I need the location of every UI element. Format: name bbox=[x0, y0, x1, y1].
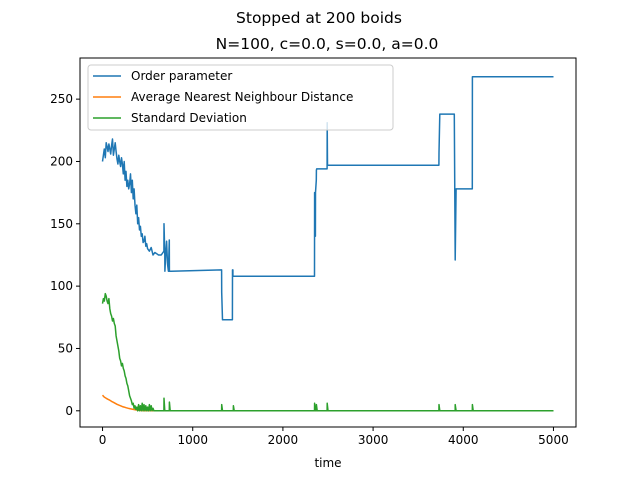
x-axis-label: time bbox=[314, 456, 341, 470]
legend-label: Order parameter bbox=[131, 69, 232, 83]
y-tick-label: 50 bbox=[58, 341, 73, 355]
x-tick-label: 3000 bbox=[358, 433, 389, 447]
legend-box bbox=[87, 64, 394, 131]
plot-frame bbox=[79, 57, 577, 428]
chart-subtitle: N=100, c=0.0, s=0.0, a=0.0 bbox=[216, 35, 439, 53]
y-tick-label: 200 bbox=[50, 154, 73, 168]
ticks-layer: 0 1000 2000 3000 4000 5000 0 50 100 150 200 250 bbox=[50, 92, 569, 447]
x-tick-label: 5000 bbox=[538, 433, 569, 447]
series-line-3 bbox=[101, 292, 554, 412]
y-tick-label: 150 bbox=[50, 217, 73, 231]
y-tick-label: 0 bbox=[65, 404, 73, 418]
x-tick-label: 1000 bbox=[177, 433, 208, 447]
legend-label: Standard Deviation bbox=[131, 111, 247, 125]
legend-label: Average Nearest Neighbour Distance bbox=[131, 90, 353, 104]
x-tick-label: 0 bbox=[99, 433, 107, 447]
x-tick-label: 2000 bbox=[268, 433, 299, 447]
y-tick-label: 250 bbox=[50, 92, 73, 106]
legend: Order parameter Average Nearest Neighbour… bbox=[87, 64, 394, 131]
x-tick-label: 4000 bbox=[448, 433, 479, 447]
chart-title: Stopped at 200 boids bbox=[236, 9, 402, 27]
y-tick-label: 100 bbox=[50, 279, 73, 293]
